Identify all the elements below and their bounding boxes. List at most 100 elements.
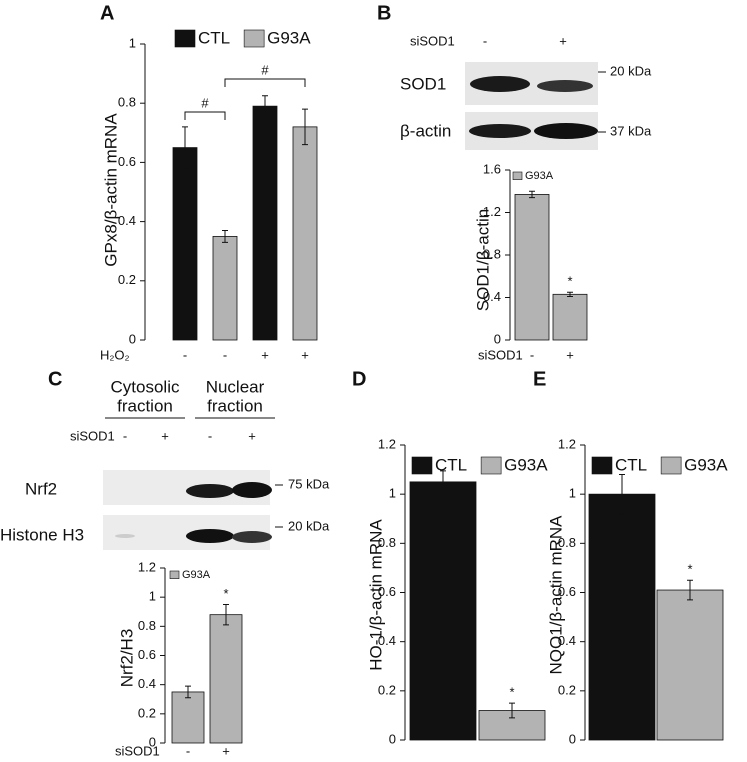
chart-panel: D 0 0.2 0.4 0.6 0.8 1 1.2 HO-1/β-actin mRNA CTL G9… bbox=[352, 368, 548, 746]
blot-row-label: Histone H3 bbox=[0, 525, 84, 544]
legend-label: G93A bbox=[525, 170, 554, 182]
error-bar bbox=[529, 190, 535, 199]
error-bar bbox=[687, 579, 693, 601]
y-axis-label: Nrf2/H3 bbox=[117, 629, 136, 688]
error-bar bbox=[223, 603, 229, 626]
x-axis-label: siSOD1 bbox=[115, 743, 160, 758]
bracket bbox=[184, 111, 226, 120]
bracket bbox=[224, 78, 306, 87]
panel-letter: E bbox=[533, 368, 546, 390]
lane-label: + bbox=[559, 33, 567, 48]
chart-panel: A 0 0.2 0.4 0.6 0.8 1 GPx8/β-actin mRNA H₂O₂ - - + +… bbox=[100, 2, 318, 362]
y-tick-label: 0.2 bbox=[118, 272, 136, 287]
x-tick-label: + bbox=[222, 743, 230, 758]
blot-band bbox=[537, 80, 593, 92]
bar bbox=[514, 194, 550, 341]
blot-band bbox=[469, 124, 531, 138]
marker-label: 75 kDa bbox=[288, 476, 330, 491]
y-tick-label: 0.8 bbox=[138, 618, 156, 633]
legend-swatch bbox=[512, 171, 523, 180]
y-axis-label: NQO1/β-actin mRNA bbox=[546, 515, 565, 675]
legend-label: G93A bbox=[504, 455, 548, 474]
y-tick-label: 0 bbox=[389, 731, 396, 746]
group-label: Cytosolic bbox=[111, 377, 180, 396]
y-tick-label: 1.2 bbox=[378, 436, 396, 451]
annotation: # bbox=[201, 95, 209, 110]
panel-letter: C bbox=[48, 368, 62, 390]
lane-label: - bbox=[208, 428, 212, 443]
y-tick-label: 0 bbox=[494, 331, 501, 346]
bar bbox=[409, 481, 477, 741]
annotation: * bbox=[567, 274, 572, 289]
y-tick-label: 0 bbox=[149, 734, 156, 749]
y-tick-label: 0.2 bbox=[378, 682, 396, 697]
x-tick-label: - bbox=[223, 347, 227, 362]
bar bbox=[292, 126, 318, 341]
blot-band bbox=[115, 534, 135, 538]
y-tick-label: 0.6 bbox=[118, 154, 136, 169]
lane-label: + bbox=[248, 428, 256, 443]
y-tick-label: 0.8 bbox=[378, 535, 396, 550]
marker-label: 20 kDa bbox=[288, 518, 330, 533]
legend-swatch bbox=[480, 456, 502, 475]
bar bbox=[172, 147, 198, 341]
blot-band bbox=[232, 531, 272, 543]
lane-label: - bbox=[483, 33, 487, 48]
annotation: * bbox=[687, 562, 692, 577]
x-axis-label: siSOD1 bbox=[478, 347, 523, 362]
blot-band bbox=[186, 529, 234, 543]
y-tick-label: 0.8 bbox=[483, 246, 501, 261]
y-tick-label: 1.2 bbox=[483, 204, 501, 219]
bar bbox=[252, 105, 278, 341]
x-tick-label: - bbox=[186, 743, 190, 758]
x-tick-label: - bbox=[530, 347, 534, 362]
blot-b bbox=[465, 62, 606, 150]
error-bar bbox=[222, 229, 228, 243]
y-tick-label: 1.2 bbox=[558, 436, 576, 451]
lane-label: + bbox=[161, 428, 169, 443]
y-tick-label: 0.6 bbox=[558, 584, 576, 599]
y-axis-label: HO-1/β-actin mRNA bbox=[366, 519, 385, 671]
y-tick-label: 1 bbox=[569, 486, 576, 501]
y-tick-label: 0.2 bbox=[558, 682, 576, 697]
blot-band bbox=[186, 484, 234, 498]
annotation: * bbox=[509, 685, 514, 700]
bar bbox=[209, 614, 243, 744]
blot-row-label: Nrf2 bbox=[25, 479, 57, 498]
blot-band bbox=[470, 76, 530, 92]
y-tick-label: 0.4 bbox=[378, 633, 396, 648]
marker-label: 20 kDa bbox=[610, 63, 652, 78]
annotation: * bbox=[223, 586, 228, 601]
legend-label: G93A bbox=[182, 569, 211, 581]
group-label: fraction bbox=[207, 396, 263, 415]
y-tick-label: 1 bbox=[389, 486, 396, 501]
y-tick-label: 0.8 bbox=[118, 95, 136, 110]
bar bbox=[171, 691, 205, 744]
y-axis-label: SOD1/β-actin bbox=[473, 209, 492, 311]
legend-swatch bbox=[591, 456, 613, 475]
error-bar bbox=[185, 685, 191, 699]
lane-label: - bbox=[123, 428, 127, 443]
y-axis-label: GPx8/β-actin mRNA bbox=[101, 113, 120, 267]
legend-label: CTL bbox=[615, 455, 647, 474]
blot-header: siSOD1 bbox=[70, 428, 115, 443]
legend-swatch bbox=[660, 456, 682, 475]
bar bbox=[552, 293, 588, 341]
blot-row-label: SOD1 bbox=[400, 74, 446, 93]
y-tick-label: 0.6 bbox=[138, 647, 156, 662]
group-label: Nuclear bbox=[206, 377, 265, 396]
bar bbox=[478, 710, 546, 741]
x-tick-label: + bbox=[301, 347, 309, 362]
blot-row-label: β-actin bbox=[400, 121, 451, 140]
legend-label: G93A bbox=[684, 455, 728, 474]
y-tick-label: 1.2 bbox=[138, 559, 156, 574]
error-bar bbox=[302, 108, 308, 146]
bar bbox=[212, 235, 238, 341]
bar bbox=[656, 589, 724, 741]
y-tick-label: 0.4 bbox=[483, 289, 501, 304]
blot-band bbox=[534, 123, 598, 139]
y-tick-label: 0.6 bbox=[378, 584, 396, 599]
x-tick-label: + bbox=[566, 347, 574, 362]
